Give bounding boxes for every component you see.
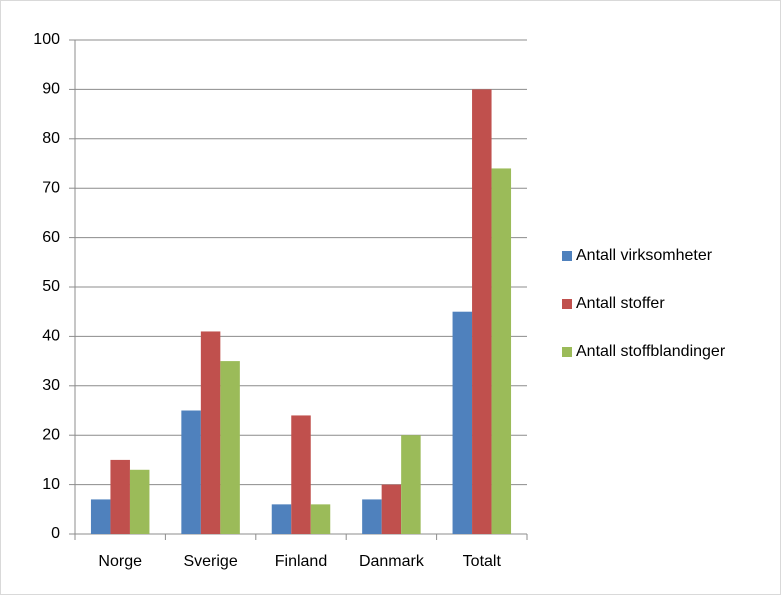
y-tick-label: 60 bbox=[42, 229, 60, 246]
y-tick-label: 100 bbox=[33, 31, 60, 48]
x-tick-label: Finland bbox=[275, 553, 327, 570]
x-tick-label: Totalt bbox=[463, 553, 502, 570]
bar bbox=[129, 469, 150, 534]
bar bbox=[181, 410, 201, 534]
y-tick-label: 10 bbox=[42, 476, 60, 493]
bar bbox=[491, 168, 512, 534]
legend-label: Antall stoffblandinger bbox=[576, 343, 726, 360]
bar bbox=[381, 484, 402, 534]
y-tick-label: 50 bbox=[42, 278, 60, 295]
x-tick-label: Norge bbox=[98, 553, 142, 570]
legend-swatch bbox=[562, 347, 572, 357]
bar bbox=[220, 361, 240, 534]
legend-label: Antall virksomheter bbox=[576, 247, 713, 264]
bar bbox=[200, 331, 221, 534]
bar bbox=[310, 504, 331, 534]
y-tick-label: 90 bbox=[42, 81, 60, 98]
legend-swatch bbox=[562, 251, 572, 261]
legend-swatch bbox=[562, 299, 572, 309]
y-tick-label: 0 bbox=[51, 525, 60, 542]
bar bbox=[472, 89, 492, 535]
legend-label: Antall stoffer bbox=[576, 295, 665, 312]
y-tick-label: 70 bbox=[42, 179, 60, 196]
bar bbox=[362, 499, 382, 534]
bar bbox=[110, 459, 130, 534]
bar bbox=[271, 504, 292, 534]
bar bbox=[291, 415, 311, 534]
y-tick-label: 30 bbox=[42, 377, 60, 394]
x-tick-label: Danmark bbox=[359, 553, 425, 570]
y-tick-label: 20 bbox=[42, 426, 60, 443]
y-tick-label: 80 bbox=[42, 130, 60, 147]
bar bbox=[452, 311, 473, 534]
bar bbox=[401, 435, 421, 534]
x-tick-label: Sverige bbox=[183, 553, 237, 570]
bar bbox=[90, 499, 111, 534]
y-tick-label: 40 bbox=[42, 328, 60, 345]
